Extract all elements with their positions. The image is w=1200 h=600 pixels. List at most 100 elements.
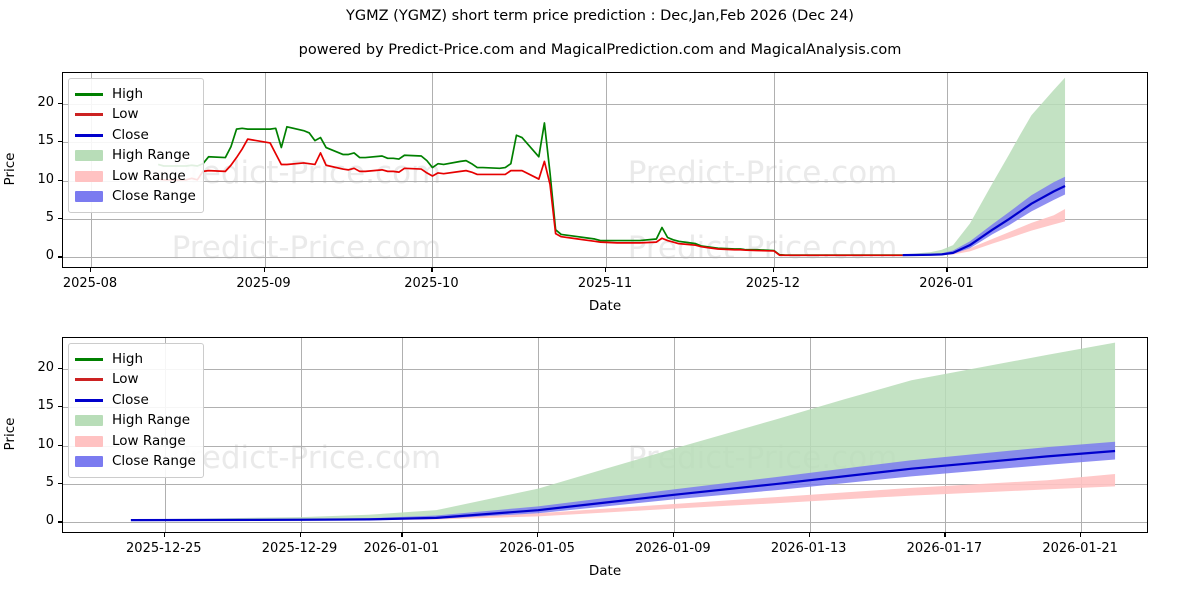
x-axis-tick-label: 2026-01-21 xyxy=(1042,541,1118,556)
x-axis-tick-label: 2026-01-13 xyxy=(770,541,847,556)
legend-item-label: Close xyxy=(112,391,149,408)
gridline-horizontal xyxy=(63,103,1147,105)
legend-item-high[interactable]: High xyxy=(75,84,196,105)
gridline-horizontal xyxy=(63,522,1147,524)
y-axis-tick-label: 0 xyxy=(45,248,54,264)
x-tickmark xyxy=(163,533,165,537)
x-axis-tick-label: 2025-11 xyxy=(577,276,633,291)
legend-item-label: Close Range xyxy=(112,453,196,469)
y-axis-tick-label: 5 xyxy=(45,210,54,226)
x-tickmark xyxy=(808,533,810,537)
gridline-horizontal xyxy=(63,142,1147,144)
y-axis-tick-label: 15 xyxy=(37,133,54,149)
gridline-horizontal xyxy=(63,180,1147,182)
x-tickmark xyxy=(944,533,946,537)
gridline-horizontal xyxy=(63,257,1147,259)
legend-swatch-icon xyxy=(75,191,103,203)
gridline-vertical xyxy=(673,338,675,532)
legend-item-high-range[interactable]: High Range xyxy=(75,146,196,167)
y-tickmark xyxy=(58,179,62,181)
x-axis-tick-label: 2025-10 xyxy=(404,276,459,291)
gridline-vertical xyxy=(773,73,775,267)
x-axis-tick-label: 2026-01-05 xyxy=(499,541,575,556)
legend-swatch-icon xyxy=(75,113,103,117)
y-axis-tick-label: 5 xyxy=(45,475,54,491)
x-axis-tick-label: 2025-08 xyxy=(62,276,118,291)
legend-item-high[interactable]: High xyxy=(75,349,196,370)
legend-item-label: Low xyxy=(112,371,139,387)
x-axis-tick-label: 2026-01-01 xyxy=(363,541,440,556)
gridline-vertical xyxy=(947,73,949,267)
x-axis-tick-label: 2026-01 xyxy=(919,276,974,291)
legend-swatch-icon xyxy=(75,378,103,382)
gridline-vertical xyxy=(538,338,540,532)
gridline-vertical xyxy=(402,338,404,532)
x-axis-label: Date xyxy=(588,298,622,314)
y-tickmark xyxy=(58,102,62,104)
legend-item-low-range[interactable]: Low Range xyxy=(75,166,196,187)
x-tickmark xyxy=(605,268,607,272)
x-tickmark xyxy=(672,533,675,537)
x-tickmark xyxy=(431,268,433,272)
legend-item-label: High xyxy=(112,350,144,367)
gridline-horizontal xyxy=(63,445,1147,447)
legend-item-label: Close xyxy=(112,126,149,143)
y-axis-tick-label: 0 xyxy=(45,513,54,529)
y-tickmark xyxy=(58,444,62,446)
legend-item-close[interactable]: Close xyxy=(75,125,196,146)
gridline-vertical xyxy=(300,338,302,532)
chart-legend: High Low Close High Range Low Range Close Ran… xyxy=(68,343,204,478)
x-tickmark xyxy=(1080,533,1082,537)
legend-item-low[interactable]: Low xyxy=(75,370,196,391)
gridline-horizontal xyxy=(63,407,1147,409)
y-tickmark xyxy=(58,218,62,220)
series-layer xyxy=(157,77,1066,257)
page-subtitle: powered by Predict-Price.com and Magical… xyxy=(298,42,902,58)
y-axis-tick-label: 10 xyxy=(37,436,54,452)
legend-item-low[interactable]: Low xyxy=(75,105,196,126)
x-axis-tick-label: 2025-12-29 xyxy=(261,541,338,556)
legend-item-close[interactable]: Close xyxy=(75,390,196,411)
x-tickmark xyxy=(299,533,301,537)
legend-swatch-icon xyxy=(75,133,103,137)
high-range-band xyxy=(130,342,1116,521)
gridline-vertical xyxy=(432,73,434,267)
legend-swatch-icon xyxy=(75,357,103,361)
y-axis-tick-label: 15 xyxy=(37,398,54,414)
x-axis-label: Date xyxy=(588,563,622,579)
legend-swatch-icon xyxy=(75,456,103,468)
x-tickmark xyxy=(263,268,265,272)
legend-swatch-icon xyxy=(75,170,103,182)
x-tickmark xyxy=(89,268,92,272)
legend-item-close-range[interactable]: Close Range xyxy=(75,187,196,208)
legend-swatch-icon xyxy=(75,150,103,162)
legend-item-label: Close Range xyxy=(112,188,196,204)
gridline-horizontal xyxy=(63,219,1147,221)
x-tickmark xyxy=(401,533,403,537)
page-title: YGMZ (YGMZ) short term price prediction … xyxy=(346,8,854,24)
y-tickmark xyxy=(58,483,62,485)
low-range-band xyxy=(902,209,1066,256)
legend-item-high-range[interactable]: High Range xyxy=(75,411,196,432)
x-axis-tick-label: 2026-01-17 xyxy=(906,541,983,556)
x-tickmark xyxy=(772,268,775,272)
legend-swatch-icon xyxy=(75,92,103,96)
x-axis-tick-label: 2025-12-25 xyxy=(126,541,202,556)
legend-item-low-range[interactable]: Low Range xyxy=(75,431,196,452)
x-tickmark xyxy=(946,268,948,272)
x-axis-tick-label: 2026-01-09 xyxy=(635,541,711,556)
y-axis-label: Price xyxy=(2,417,18,451)
low-range-band xyxy=(130,474,1116,521)
legend-item-close-range[interactable]: Close Range xyxy=(75,452,196,473)
x-axis-tick-label: 2025-12 xyxy=(745,276,801,291)
y-axis-tick-label: 20 xyxy=(37,359,54,375)
legend-swatch-icon xyxy=(75,398,103,402)
x-axis-tick-label: 2025-09 xyxy=(236,276,291,291)
y-tickmark xyxy=(58,521,62,523)
high-range-band xyxy=(902,77,1066,256)
close-line xyxy=(902,184,1066,257)
close-line xyxy=(130,449,1116,522)
legend-item-label: Low xyxy=(112,106,139,122)
